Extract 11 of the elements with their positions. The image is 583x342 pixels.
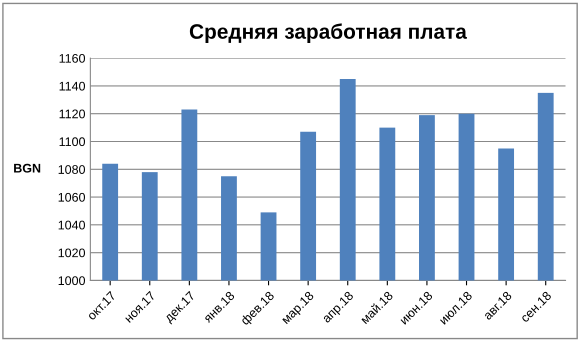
y-tick-label: 1080 [58,165,86,174]
y-tick-label: 1000 [58,276,86,286]
y-tick-label: 1100 [60,137,86,146]
chart-title: Средняя заработная плата [190,23,467,44]
y-axis-title: BGN [14,164,40,173]
y-tick-label: 1140 [60,82,86,91]
y-tick-label: 1040 [58,220,86,230]
y-tick-label: 1120 [60,110,86,118]
y-tick-label: 1160 [60,54,86,63]
y-tick-label: 1060 [58,192,86,202]
y-tick-label: 1020 [58,248,86,258]
